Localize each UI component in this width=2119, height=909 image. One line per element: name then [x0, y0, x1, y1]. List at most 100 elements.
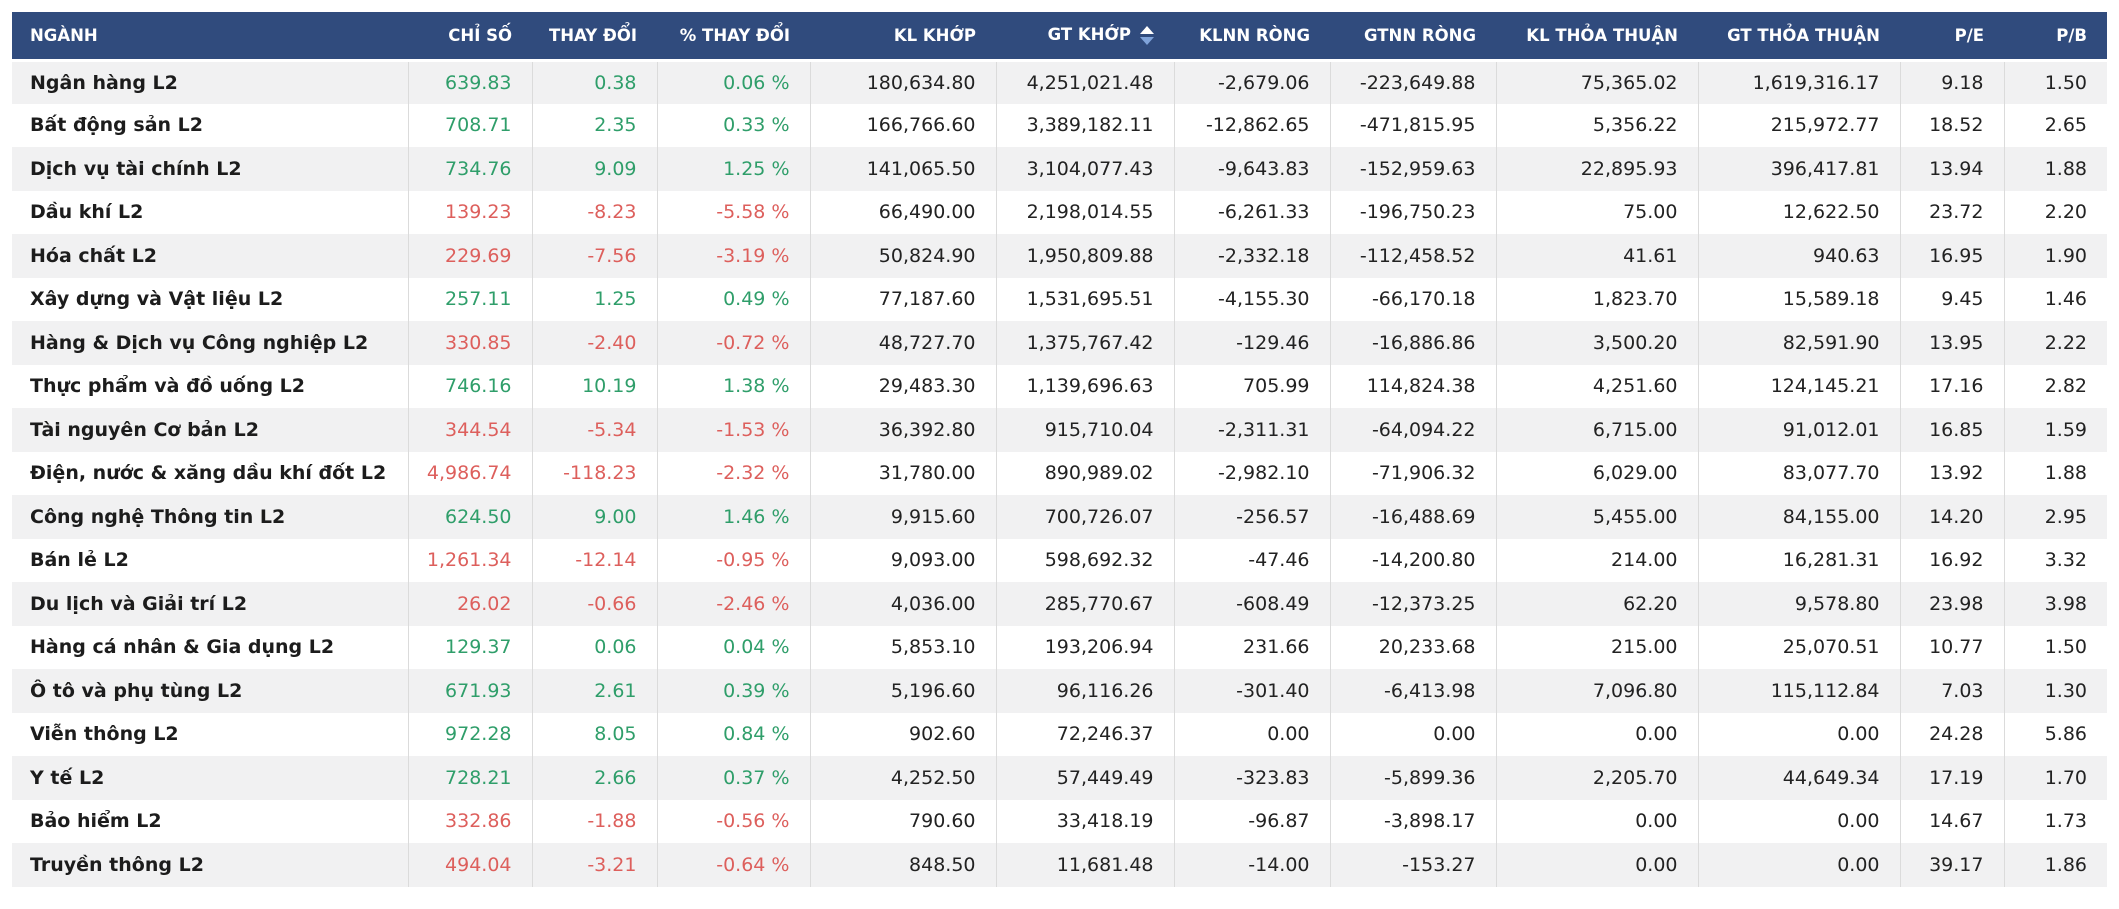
- cell-kl_khop: 77,187.60: [809, 277, 996, 321]
- table-row[interactable]: Tài nguyên Cơ bản L2 344.54 -5.34 -1.53 % 36…: [12, 408, 2107, 452]
- cell-gt_khop: 193,206.94: [995, 625, 1174, 669]
- cell-gtnn_rong: -223,649.88: [1329, 60, 1496, 104]
- cell-gtnn_rong: -3,898.17: [1329, 799, 1496, 843]
- sector-name-cell: Dầu khí L2: [30, 201, 144, 224]
- cell-kl_khop: 5,853.10: [809, 625, 996, 669]
- cell-thay_doi: 0.38: [531, 60, 657, 104]
- cell-thay_doi: -5.34: [531, 408, 657, 452]
- cell-klnn_rong: -2,311.31: [1173, 408, 1330, 452]
- cell-pb: 3.98: [2003, 582, 2107, 626]
- cell-kl_thoa_thuan: 22,895.93: [1495, 147, 1698, 191]
- cell-pe: 23.98: [1899, 582, 2004, 626]
- cell-klnn_rong: 705.99: [1173, 364, 1330, 408]
- cell-chi_so: 746.16: [407, 364, 532, 408]
- cell-pct_thay_doi: -5.58 %: [656, 190, 810, 234]
- table-row[interactable]: Hàng cá nhân & Gia dụng L2 129.37 0.06 0.04…: [12, 625, 2107, 669]
- table-row[interactable]: Dịch vụ tài chính L2 734.76 9.09 1.25 % 141,…: [12, 147, 2107, 191]
- cell-klnn_rong: -2,332.18: [1173, 234, 1330, 278]
- cell-kl_khop: 4,036.00: [809, 582, 996, 626]
- sector-name-cell: Xây dựng và Vật liệu L2: [30, 288, 284, 311]
- cell-gt_thoa_thuan: 940.63: [1697, 234, 1900, 278]
- sector-name-cell: Ngân hàng L2: [30, 71, 178, 94]
- cell-gt_khop: 1,375,767.42: [995, 321, 1174, 365]
- cell-chi_so: 1,261.34: [407, 538, 532, 582]
- sector-board: NGÀNH CHỈ SỐ THAY ĐỔI % THAY ĐỔI KL KHỚP GT K…: [12, 12, 2107, 887]
- cell-gt_thoa_thuan: 91,012.01: [1697, 408, 1900, 452]
- cell-klnn_rong: -323.83: [1173, 756, 1330, 800]
- table-body: Ngân hàng L2 639.83 0.38 0.06 % 180,634.80 4,…: [12, 60, 2107, 887]
- cell-kl_khop: 180,634.80: [809, 60, 996, 104]
- table-row[interactable]: Truyền thông L2 494.04 -3.21 -0.64 % 848.50 1…: [12, 843, 2107, 887]
- table-row[interactable]: Dầu khí L2 139.23 -8.23 -5.58 % 66,490.00 2,1…: [12, 190, 2107, 234]
- column-header-pb[interactable]: P/B: [2004, 12, 2107, 62]
- sector-name-cell: Dịch vụ tài chính L2: [30, 157, 242, 180]
- cell-chi_so: 332.86: [407, 799, 532, 843]
- column-header-gt_khop[interactable]: GT KHỚP: [996, 12, 1174, 62]
- cell-kl_khop: 48,727.70: [809, 321, 996, 365]
- cell-gtnn_rong: -64,094.22: [1329, 408, 1496, 452]
- cell-pb: 1.90: [2003, 234, 2107, 278]
- cell-kl_thoa_thuan: 214.00: [1495, 538, 1698, 582]
- column-header-label: P/B: [2056, 25, 2087, 45]
- table-row[interactable]: Hàng & Dịch vụ Công nghiệp L2 330.85 -2.40…: [12, 321, 2107, 365]
- column-header-label: GTNN RÒNG: [1364, 25, 1476, 45]
- table-row[interactable]: Xây dựng và Vật liệu L2 257.11 1.25 0.49 % 7…: [12, 277, 2107, 321]
- column-header-thay_doi[interactable]: THAY ĐỔI: [532, 12, 657, 62]
- column-header-kl_thoa_thuan[interactable]: KL THỎA THUẬN: [1496, 12, 1698, 62]
- cell-pct_thay_doi: -2.32 %: [656, 451, 810, 495]
- table-row[interactable]: Bán lẻ L2 1,261.34 -12.14 -0.95 % 9,093.00 59…: [12, 538, 2107, 582]
- cell-thay_doi: -8.23: [531, 190, 657, 234]
- column-header-nganh[interactable]: NGÀNH: [12, 12, 408, 62]
- column-header-chi_so[interactable]: CHỈ SỐ: [408, 12, 532, 62]
- cell-pb: 1.50: [2003, 625, 2107, 669]
- table-row[interactable]: Điện, nước & xăng dầu khí đốt L2 4,986.74…: [12, 451, 2107, 495]
- column-header-gtnn_rong[interactable]: GTNN RÒNG: [1330, 12, 1496, 62]
- cell-gt_thoa_thuan: 1,619,316.17: [1697, 60, 1900, 104]
- cell-chi_so: 624.50: [407, 495, 532, 539]
- cell-gt_khop: 1,531,695.51: [995, 277, 1174, 321]
- table-row[interactable]: Du lịch và Giải trí L2 26.02 -0.66 -2.46 % 4…: [12, 582, 2107, 626]
- cell-thay_doi: 2.66: [531, 756, 657, 800]
- cell-gtnn_rong: -14,200.80: [1329, 538, 1496, 582]
- cell-gt_khop: 700,726.07: [995, 495, 1174, 539]
- cell-pe: 16.85: [1899, 408, 2004, 452]
- cell-pct_thay_doi: -0.95 %: [656, 538, 810, 582]
- column-header-label: KL KHỚP: [893, 25, 976, 45]
- cell-kl_thoa_thuan: 41.61: [1495, 234, 1698, 278]
- cell-klnn_rong: -256.57: [1173, 495, 1330, 539]
- table-row[interactable]: Công nghệ Thông tin L2 624.50 9.00 1.46 % 9,…: [12, 495, 2107, 539]
- table-row[interactable]: Bất động sản L2 708.71 2.35 0.33 % 166,766.6…: [12, 103, 2107, 147]
- table-row[interactable]: Thực phẩm và đồ uống L2 746.16 10.19 1.38 %…: [12, 364, 2107, 408]
- cell-gtnn_rong: -153.27: [1329, 843, 1496, 887]
- cell-chi_so: 734.76: [407, 147, 532, 191]
- column-header-gt_thoa_thuan[interactable]: GT THỎA THUẬN: [1698, 12, 1900, 62]
- cell-chi_so: 257.11: [407, 277, 532, 321]
- cell-pb: 1.88: [2003, 451, 2107, 495]
- sector-name-cell: Điện, nước & xăng dầu khí đốt L2: [30, 462, 387, 485]
- table-row[interactable]: Y tế L2 728.21 2.66 0.37 % 4,252.50 57,449.49…: [12, 756, 2107, 800]
- cell-pb: 3.32: [2003, 538, 2107, 582]
- sector-name-cell: Ô tô và phụ tùng L2: [30, 679, 243, 702]
- column-header-label: KL THỎA THUẬN: [1526, 25, 1678, 45]
- cell-chi_so: 26.02: [407, 582, 532, 626]
- sort-arrows-icon: [1140, 26, 1154, 46]
- table-row[interactable]: Ngân hàng L2 639.83 0.38 0.06 % 180,634.80 4,…: [12, 60, 2107, 104]
- table-row[interactable]: Bảo hiểm L2 332.86 -1.88 -0.56 % 790.60 33,41…: [12, 799, 2107, 843]
- table-row[interactable]: Viễn thông L2 972.28 8.05 0.84 % 902.60 72,24…: [12, 712, 2107, 756]
- table-row[interactable]: Hóa chất L2 229.69 -7.56 -3.19 % 50,824.90 1,…: [12, 234, 2107, 278]
- cell-klnn_rong: -608.49: [1173, 582, 1330, 626]
- cell-pe: 16.95: [1899, 234, 2004, 278]
- column-header-kl_khop[interactable]: KL KHỚP: [810, 12, 996, 62]
- table-row[interactable]: Ô tô và phụ tùng L2 671.93 2.61 0.39 % 5,196…: [12, 669, 2107, 713]
- column-header-klnn_rong[interactable]: KLNN RÒNG: [1174, 12, 1330, 62]
- cell-pe: 14.67: [1899, 799, 2004, 843]
- column-header-pct_thay_doi[interactable]: % THAY ĐỔI: [657, 12, 810, 62]
- cell-pe: 9.45: [1899, 277, 2004, 321]
- cell-kl_thoa_thuan: 5,455.00: [1495, 495, 1698, 539]
- column-header-pe[interactable]: P/E: [1900, 12, 2004, 62]
- cell-klnn_rong: -9,643.83: [1173, 147, 1330, 191]
- table-header-row: NGÀNH CHỈ SỐ THAY ĐỔI % THAY ĐỔI KL KHỚP GT K…: [12, 12, 2107, 62]
- cell-pb: 1.30: [2003, 669, 2107, 713]
- cell-chi_so: 344.54: [407, 408, 532, 452]
- cell-gt_thoa_thuan: 12,622.50: [1697, 190, 1900, 234]
